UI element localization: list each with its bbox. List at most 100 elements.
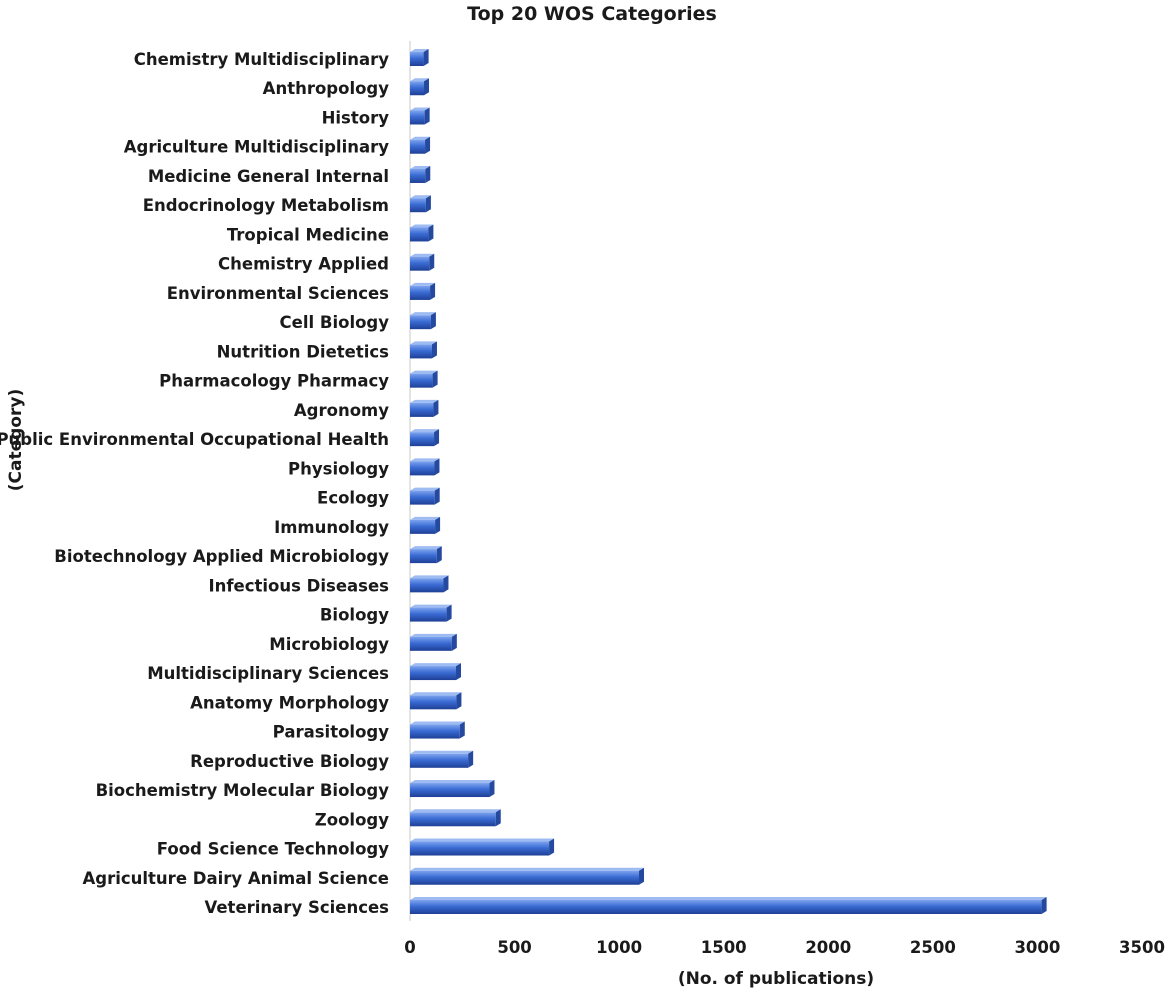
x-tick-label: 2000	[805, 938, 851, 957]
bar-front-face	[410, 402, 434, 417]
bar-front-face	[410, 812, 496, 827]
category-label: Chemistry Multidisciplinary	[134, 50, 389, 69]
bar	[410, 750, 474, 768]
bar-side-face	[425, 165, 431, 183]
bar-top-face	[410, 136, 431, 140]
bar-front-face	[410, 285, 431, 300]
bar-front-face	[410, 607, 447, 622]
bar-front-face	[410, 344, 432, 359]
bar-front-face	[410, 841, 550, 856]
bar-front-face	[410, 666, 457, 681]
bar-front-face	[410, 519, 436, 534]
category-label: Pharmacology Pharmacy	[159, 372, 389, 391]
category-label: Chemistry Applied	[218, 255, 389, 274]
bar-side-face	[459, 721, 465, 739]
bar-side-face	[639, 867, 645, 885]
bar	[410, 897, 1047, 914]
category-label: Biology	[320, 606, 389, 625]
category-label: Agriculture Dairy Animal Science	[82, 869, 389, 888]
category-label: Anthropology	[263, 79, 390, 98]
bars-group	[410, 49, 1047, 914]
bar-top-face	[410, 809, 501, 813]
category-label: Biotechnology Applied Microbiology	[54, 547, 389, 566]
bar-top-face	[410, 663, 462, 667]
bar-top-face	[410, 165, 431, 169]
bar	[410, 838, 555, 856]
bar	[410, 692, 462, 710]
bar-top-face	[410, 604, 452, 608]
category-label: Parasitology	[273, 723, 390, 742]
category-label: Biochemistry Molecular Biology	[96, 781, 390, 800]
category-labels: Chemistry Multidisciplinary Anthropology H…	[0, 50, 389, 917]
category-label: Agronomy	[294, 401, 389, 420]
chart-title: Top 20 WOS Categories	[467, 3, 717, 25]
x-tick-label: 1000	[596, 938, 642, 957]
x-tick-label: 3000	[1014, 938, 1060, 957]
bar-side-face	[434, 458, 440, 476]
bar-front-face	[410, 753, 469, 768]
category-label: Reproductive Biology	[190, 752, 389, 771]
y-axis-label: (Category)	[6, 389, 26, 491]
bar	[410, 136, 431, 154]
category-label: Zoology	[315, 810, 389, 829]
bar-side-face	[489, 780, 495, 798]
bar-front-face	[410, 724, 460, 739]
bar-top-face	[410, 780, 495, 784]
bar-side-face	[423, 49, 429, 66]
bar-top-face	[410, 838, 555, 842]
bar-side-face	[443, 575, 449, 593]
bar-front-face	[410, 198, 426, 213]
category-label: History	[322, 108, 390, 127]
category-label: Tropical Medicine	[227, 225, 389, 244]
category-label: Infectious Diseases	[208, 576, 389, 595]
bar-side-face	[468, 750, 474, 768]
bar	[410, 341, 437, 359]
bar-top-face	[410, 253, 435, 257]
bar-top-face	[410, 107, 430, 111]
bar-front-face	[410, 461, 435, 476]
category-label: Microbiology	[269, 635, 389, 654]
bar-front-face	[410, 695, 457, 710]
bar-front-face	[410, 110, 425, 125]
bar	[410, 312, 436, 330]
x-tick-label: 3500	[1119, 938, 1165, 957]
bar-top-face	[410, 516, 441, 520]
bar-top-face	[410, 692, 462, 696]
bar-top-face	[410, 458, 440, 462]
bar	[410, 370, 438, 388]
bar-side-face	[446, 604, 452, 622]
bar-top-face	[410, 487, 440, 491]
category-label: Endocrinology Metabolism	[143, 196, 389, 215]
x-tick-label: 500	[497, 938, 531, 957]
bar-top-face	[410, 78, 430, 82]
category-label: Physiology	[288, 459, 389, 478]
bar-front-face	[410, 168, 426, 183]
bar-top-face	[410, 867, 645, 871]
bar	[410, 721, 465, 739]
bar-side-face	[424, 78, 430, 96]
category-label: Nutrition Dietetics	[217, 342, 390, 361]
bar	[410, 107, 430, 125]
category-label: Ecology	[317, 489, 389, 508]
bar-side-face	[436, 546, 442, 564]
bar-top-face	[410, 575, 449, 579]
bar-front-face	[410, 578, 444, 593]
bar-side-face	[425, 136, 431, 154]
category-label: Anatomy Morphology	[190, 693, 389, 712]
bar-top-face	[410, 341, 437, 345]
bar	[410, 546, 442, 564]
bar-side-face	[435, 516, 441, 534]
bar-top-face	[410, 195, 431, 199]
bar-top-face	[410, 546, 442, 550]
bar-top-face	[410, 429, 440, 433]
bar-front-face	[410, 81, 425, 96]
bar-side-face	[1041, 897, 1047, 914]
bar	[410, 780, 495, 798]
bar	[410, 195, 431, 213]
bar-top-face	[410, 721, 465, 725]
x-axis-label: (No. of publications)	[678, 969, 874, 989]
bar-top-face	[410, 399, 439, 403]
bar-front-face	[410, 490, 435, 505]
bar	[410, 516, 441, 534]
